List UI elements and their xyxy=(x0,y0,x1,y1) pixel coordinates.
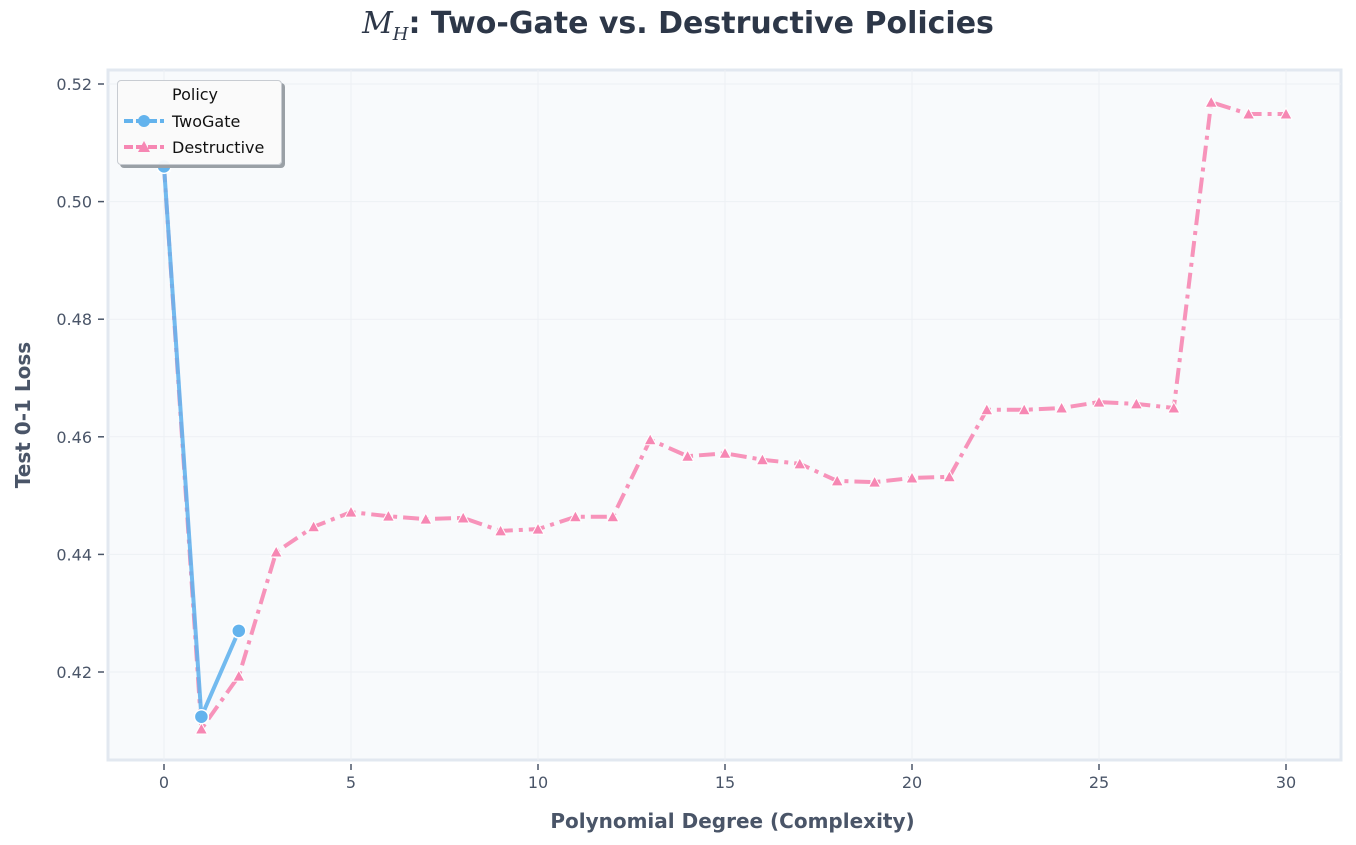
data-point-triangle xyxy=(1279,106,1293,120)
data-point-triangle xyxy=(1092,395,1106,408)
y-tick-label: 0.42 xyxy=(56,663,92,682)
data-point-triangle xyxy=(381,509,396,522)
data-point-triangle xyxy=(493,523,508,537)
x-tick-label: 0 xyxy=(159,773,169,792)
data-point-circle xyxy=(193,708,210,725)
data-point-triangle xyxy=(942,469,957,483)
data-point-circle xyxy=(231,623,247,639)
y-tick-label: 0.44 xyxy=(56,545,92,564)
title-math-symbol: MH xyxy=(362,6,409,45)
data-point-triangle xyxy=(456,510,471,524)
legend-title: Policy xyxy=(172,85,219,104)
data-point-triangle xyxy=(531,522,545,535)
x-tick-label: 25 xyxy=(1089,773,1109,792)
data-point-triangle xyxy=(792,456,807,470)
x-axis-label: Polynomial Degree (Complexity) xyxy=(550,809,914,833)
data-point-triangle xyxy=(568,509,583,523)
x-tick-label: 10 xyxy=(528,773,548,792)
data-point-triangle xyxy=(605,509,620,523)
x-tick-label: 20 xyxy=(902,773,922,792)
y-tick-label: 0.50 xyxy=(56,193,92,212)
series-destructive xyxy=(157,95,1293,735)
data-point-triangle xyxy=(194,721,209,735)
chart-title: MH: Two-Gate vs. Destructive Policies xyxy=(362,6,994,45)
legend-item-destructive: Destructive xyxy=(122,136,264,158)
data-point-triangle xyxy=(830,473,845,487)
data-point-triangle xyxy=(718,446,732,459)
data-point-triangle xyxy=(905,470,919,484)
x-tick-label: 30 xyxy=(1276,773,1296,792)
data-point-triangle xyxy=(418,512,433,525)
data-point-triangle xyxy=(1204,95,1219,108)
data-point-triangle xyxy=(643,432,658,446)
data-point-triangle xyxy=(680,449,695,462)
x-tick-label: 5 xyxy=(346,773,356,792)
y-axis-label: Test 0-1 Loss xyxy=(11,342,35,488)
data-point-triangle xyxy=(231,669,246,682)
data-point-triangle xyxy=(306,519,321,533)
circle-marker-icon xyxy=(124,115,164,127)
data-point-triangle xyxy=(1166,400,1181,414)
data-point-triangle xyxy=(867,475,882,488)
data-point-triangle xyxy=(269,545,284,558)
data-point-triangle xyxy=(1054,400,1069,414)
data-point-triangle xyxy=(344,505,358,518)
y-tick-label: 0.48 xyxy=(56,310,92,329)
data-point-triangle xyxy=(1129,396,1144,410)
y-tick-label: 0.52 xyxy=(56,75,92,94)
triangle-marker-icon xyxy=(124,141,164,152)
legend: Policy TwoGate Destructive xyxy=(117,80,282,165)
legend-item-twogate: TwoGate xyxy=(122,110,240,132)
x-tick-label: 15 xyxy=(715,773,735,792)
data-point-triangle xyxy=(755,452,770,466)
data-point-triangle xyxy=(979,402,994,416)
data-point-triangle xyxy=(1017,402,1032,416)
y-tick-label: 0.46 xyxy=(56,428,92,447)
data-point-triangle xyxy=(1241,106,1256,120)
